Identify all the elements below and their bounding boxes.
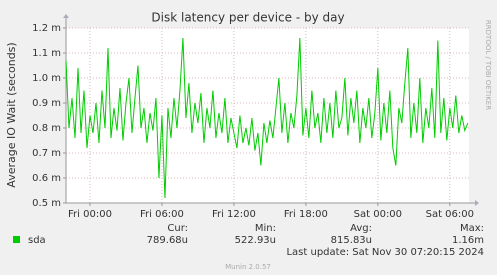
y-tick-label: 1.2 m [32, 23, 61, 34]
stat-value: 1.16m [452, 235, 484, 246]
stat-value: 522.93u [235, 235, 276, 246]
stat-header: Cur: [167, 223, 188, 234]
stat-value: 789.68u [147, 235, 188, 246]
x-tick-label: Sat 00:00 [354, 209, 402, 220]
legend-swatch [13, 236, 20, 243]
y-tick-label: 0.6 m [32, 173, 61, 184]
x-tick-label: Fri 18:00 [284, 209, 328, 220]
x-tick-label: Fri 12:00 [212, 209, 256, 220]
series-line [65, 37, 469, 199]
y-tick-label: 0.9 m [32, 98, 61, 109]
y-tick-label: 1.0 m [32, 73, 61, 84]
stat-value: 815.83u [331, 235, 372, 246]
x-tick-label: Fri 06:00 [140, 209, 184, 220]
chart-title: Disk latency per device - by day [151, 11, 344, 25]
x-axis-arrow [475, 200, 479, 206]
stat-header: Min: [255, 223, 276, 234]
y-tick-label: 0.5 m [32, 198, 61, 209]
y-tick-label: 0.7 m [32, 148, 61, 159]
stat-header: Max: [460, 223, 484, 234]
x-tick-label: Sat 06:00 [426, 209, 474, 220]
y-tick-label: 0.8 m [32, 123, 61, 134]
plot-area [66, 28, 469, 203]
legend-label: sda [28, 235, 46, 246]
y-axis-arrow [63, 14, 69, 18]
watermark: RRDTOOL / TOBI OETIKER [484, 20, 492, 110]
last-update: Last update: Sat Nov 30 07:20:15 2024 [286, 247, 484, 258]
y-tick-label: 1.1 m [32, 48, 61, 59]
stat-header: Avg: [350, 223, 372, 234]
footer: Munin 2.0.57 [225, 263, 271, 271]
x-tick-label: Fri 00:00 [68, 209, 112, 220]
y-axis-label: Average IO Wait (seconds) [5, 42, 18, 187]
